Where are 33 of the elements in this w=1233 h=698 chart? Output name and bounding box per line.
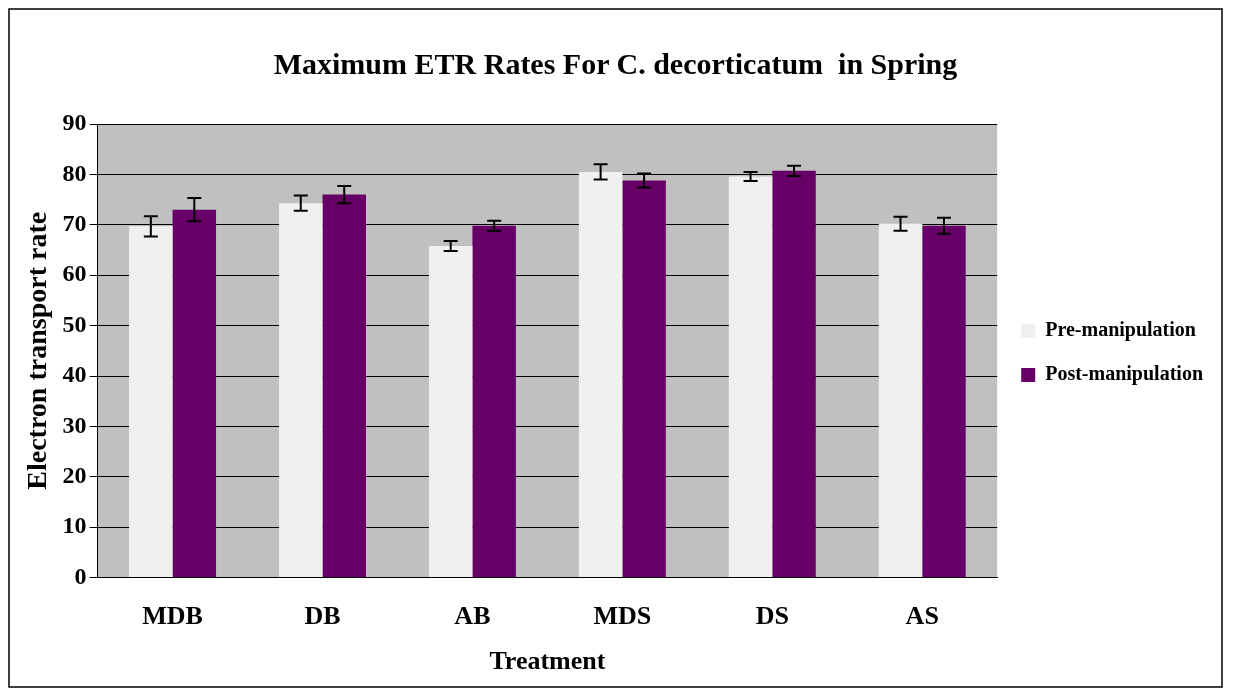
x-tick-label: MDB [142, 600, 203, 630]
bar [922, 225, 966, 578]
bar [322, 194, 366, 578]
y-tick-label: 20 [62, 462, 87, 488]
bar [878, 223, 923, 578]
y-tick-label: 80 [62, 159, 87, 186]
bar [279, 203, 323, 578]
y-tick-label: 10 [62, 512, 87, 539]
y-tick-label: 30 [62, 411, 87, 438]
x-tick-label: AS [905, 600, 939, 630]
y-tick-label: 60 [62, 260, 87, 287]
x-axis-title: Treatment [489, 646, 606, 676]
chart-title: Maximum ETR Rates For C. decorticatum in Spring [273, 46, 958, 80]
legend-label: Post-manipulation [1045, 362, 1204, 386]
bar [428, 245, 473, 578]
bar [578, 171, 623, 578]
x-tick-label: DS [755, 600, 789, 630]
x-tick-label: DB [304, 600, 341, 630]
bar [129, 226, 173, 578]
bar [172, 209, 217, 578]
bar [728, 176, 773, 578]
y-tick-label: 0 [74, 562, 87, 589]
bar [622, 180, 666, 578]
y-tick-label: 40 [62, 361, 87, 388]
legend-label: Pre-manipulation [1045, 318, 1196, 342]
y-axis-title: Electron transport rate [21, 211, 53, 490]
bar [472, 225, 516, 578]
x-tick-label: MDS [593, 600, 652, 630]
y-tick-label: 50 [62, 310, 87, 337]
x-tick-label: AB [454, 600, 491, 630]
y-tick-label: 70 [62, 210, 87, 236]
bar [772, 170, 816, 578]
y-tick-label: 90 [62, 109, 87, 136]
